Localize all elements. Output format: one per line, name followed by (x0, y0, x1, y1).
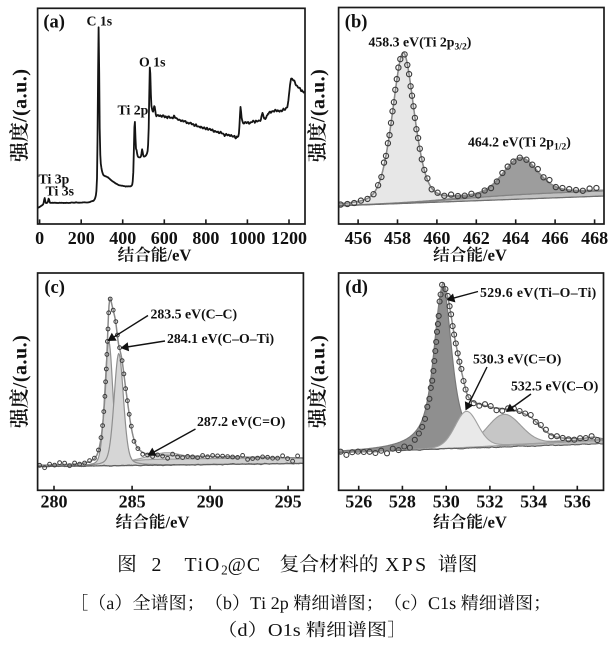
svg-text:O 1s: O 1s (139, 55, 166, 70)
svg-text:290: 290 (197, 492, 224, 512)
svg-text:(a): (a) (43, 13, 65, 33)
svg-text:295: 295 (275, 492, 302, 512)
svg-text:280: 280 (41, 492, 68, 512)
svg-text:462: 462 (463, 228, 490, 248)
svg-text:800: 800 (192, 228, 219, 248)
svg-text:530.3 eV(C=O): 530.3 eV(C=O) (473, 352, 561, 368)
svg-text:2: 2 (152, 554, 162, 576)
svg-text:1000: 1000 (229, 228, 265, 248)
svg-text:464.2 eV(Ti 2p1/2): 464.2 eV(Ti 2p1/2) (468, 135, 571, 153)
svg-text:458: 458 (384, 228, 411, 248)
svg-text:285: 285 (119, 492, 146, 512)
svg-text:600: 600 (151, 228, 178, 248)
svg-text:468: 468 (581, 228, 608, 248)
svg-text:1200: 1200 (271, 228, 307, 248)
svg-text:400: 400 (109, 228, 136, 248)
svg-text:Ti 3s: Ti 3s (46, 184, 75, 199)
svg-text:532.5 eV(C–O): 532.5 eV(C–O) (511, 379, 598, 395)
svg-text:(d): (d) (345, 278, 368, 298)
svg-text:466: 466 (542, 228, 569, 248)
svg-text:460: 460 (423, 228, 450, 248)
svg-text:283.5 eV(C–C): 283.5 eV(C–C) (151, 307, 238, 323)
svg-text:200: 200 (68, 228, 95, 248)
svg-text:464: 464 (502, 228, 529, 248)
svg-text:456: 456 (345, 228, 372, 248)
svg-text:284.1 eV(C–O–Ti): 284.1 eV(C–O–Ti) (167, 331, 274, 347)
svg-text:Ti 3p: Ti 3p (39, 172, 70, 187)
svg-text:532: 532 (476, 492, 503, 512)
svg-text:526: 526 (345, 492, 372, 512)
svg-text:536: 536 (564, 492, 591, 512)
svg-text:TiO2@C: TiO2@C (185, 554, 262, 578)
svg-text:(c): (c) (44, 278, 65, 298)
svg-text:287.2 eV(C=O): 287.2 eV(C=O) (197, 414, 285, 430)
svg-text:458.3 eV(Ti 2p3/2): 458.3 eV(Ti 2p3/2) (369, 35, 472, 53)
svg-text:529.6 eV(Ti–O–Ti): 529.6 eV(Ti–O–Ti) (480, 285, 597, 301)
svg-text:530: 530 (433, 492, 460, 512)
svg-text:C 1s: C 1s (87, 14, 113, 29)
svg-text:0: 0 (35, 228, 44, 248)
svg-text:(b): (b) (345, 12, 368, 32)
svg-text:528: 528 (389, 492, 416, 512)
svg-text:Ti 2p: Ti 2p (118, 103, 149, 118)
svg-text:534: 534 (520, 492, 547, 512)
svg-text:XPS: XPS (385, 554, 429, 576)
